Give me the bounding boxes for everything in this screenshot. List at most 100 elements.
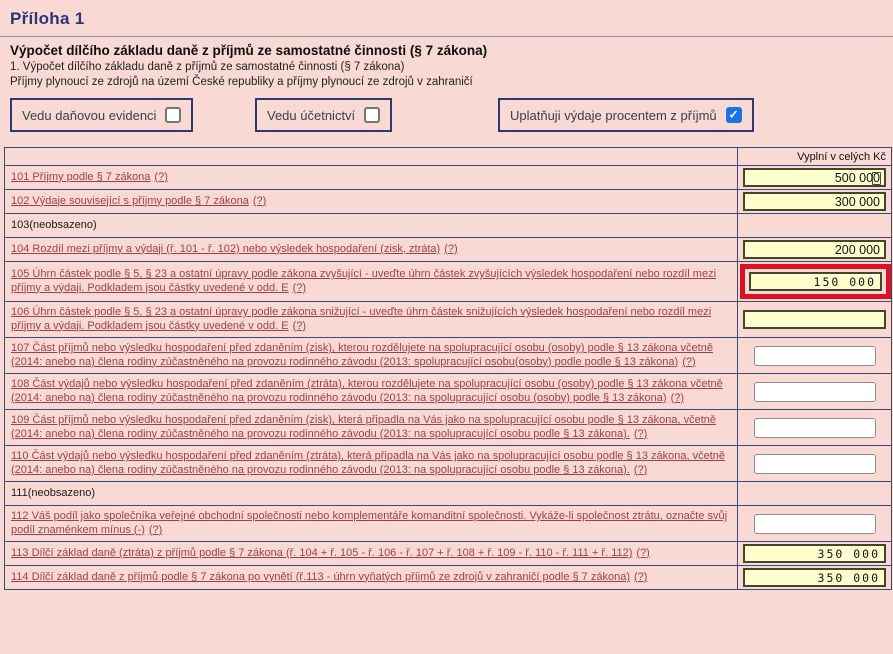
table-row: 102 Výdaje související s příjmy podle § … xyxy=(4,189,892,214)
row-106-description: 106 Úhrn částek podle § 5, § 23 a ostatn… xyxy=(4,301,738,338)
table-row: 111(neobsazeno) xyxy=(4,481,892,506)
row-111-amount-cell xyxy=(737,481,892,506)
row-109-amount-input[interactable] xyxy=(753,417,876,438)
table-row: 101 Příjmy podle § 7 zákona (?) 500 000 xyxy=(4,165,892,190)
row-101-amount-cell: 500 000 xyxy=(737,165,892,190)
row-112-help-link[interactable]: (?) xyxy=(148,523,163,536)
empty-header-cell xyxy=(4,147,738,166)
row-110-help-link[interactable]: (?) xyxy=(633,463,648,476)
row-113-help-link[interactable]: (?) xyxy=(636,546,650,559)
row-114-amount-value: 350 000 xyxy=(817,570,880,585)
checkbox-vydaje-procentem[interactable]: ✓ xyxy=(725,107,742,123)
row-101-help-link[interactable]: (?) xyxy=(154,170,168,183)
row-108-amount-input[interactable] xyxy=(753,381,876,402)
row-107-help-link[interactable]: (?) xyxy=(682,355,696,368)
table-row: 107 Část příjmů nebo výsledku hospodařen… xyxy=(4,337,892,374)
row-102-amount-cell: 300 000 xyxy=(737,189,892,214)
row-104-amount-value: 200 000 xyxy=(834,242,880,257)
row-108-description: 108 Část výdajů nebo výsledku hospodařen… xyxy=(4,373,738,410)
row-105-description: 105 Úhrn částek podle § 5, § 23 a ostatn… xyxy=(4,261,738,302)
row-101-amount-value: 500 000 xyxy=(834,170,880,185)
checkmark-icon: ✓ xyxy=(728,107,739,122)
row-110-amount-cell xyxy=(737,445,892,482)
checkbox-danova-evidence[interactable] xyxy=(165,107,182,123)
checkbox-label: Vedu daňovou evidenci xyxy=(22,107,157,123)
row-110-link[interactable]: 110 Část výdajů nebo výsledku hospodařen… xyxy=(11,450,726,476)
row-106-amount-cell xyxy=(737,301,892,338)
row-107-description: 107 Část příjmů nebo výsledku hospodařen… xyxy=(4,337,738,374)
row-103-amount-cell xyxy=(737,213,892,238)
row-110-description: 110 Část výdajů nebo výsledku hospodařen… xyxy=(4,445,738,482)
row-106-help-link[interactable]: (?) xyxy=(292,319,307,332)
row-112-link[interactable]: 112 Váš podíl jako společníka veřejné ob… xyxy=(11,510,728,536)
form-heading: Výpočet dílčího základu daně z příjmů ze… xyxy=(10,43,488,58)
table-row: 103(neobsazeno) xyxy=(4,213,892,238)
row-113-amount-cell: 350 000 xyxy=(737,541,892,566)
row-109-help-link[interactable]: (?) xyxy=(633,427,648,440)
row-114-link[interactable]: 114 Dílčí základ daně z příjmů podle § 7… xyxy=(11,570,630,583)
row-113-link[interactable]: 113 Dílčí základ daně (ztráta) z příjmů … xyxy=(11,546,633,559)
row-107-amount-cell xyxy=(737,337,892,374)
row-101-description: 101 Příjmy podle § 7 zákona (?) xyxy=(4,165,738,190)
row-106-link[interactable]: 106 Úhrn částek podle § 5, § 23 a ostatn… xyxy=(11,306,712,332)
row-114-amount-cell: 350 000 xyxy=(737,565,892,590)
form-table: Vyplní v celých Kč 101 Příjmy podle § 7 … xyxy=(4,147,892,590)
row-104-help-link[interactable]: (?) xyxy=(444,242,458,255)
row-109-link[interactable]: 109 Část příjmů nebo výsledku hospodařen… xyxy=(11,414,717,440)
checkbox-bar: Vedu daňovou evidenci Vedu účetnictví Up… xyxy=(10,98,883,138)
row-105-help-link[interactable]: (?) xyxy=(292,281,307,294)
red-highlight-box: 150 000 xyxy=(740,264,891,299)
table-row: 108 Část výdajů nebo výsledku hospodařen… xyxy=(4,373,892,410)
row-112-amount-cell xyxy=(737,505,892,542)
row-113-amount-input[interactable]: 350 000 xyxy=(743,544,886,563)
checkbox-ucetnictvi[interactable] xyxy=(364,107,381,123)
row-102-link[interactable]: 102 Výdaje související s příjmy podle § … xyxy=(11,194,249,207)
row-114-help-link[interactable]: (?) xyxy=(633,570,648,583)
row-107-amount-input[interactable] xyxy=(753,345,876,366)
row-103-description: 103(neobsazeno) xyxy=(4,213,738,238)
page-header: Příloha 1 xyxy=(0,0,893,36)
row-102-amount-input[interactable]: 300 000 xyxy=(743,192,886,211)
row-104-amount-input[interactable]: 200 000 xyxy=(743,240,886,259)
table-row: 109 Část příjmů nebo výsledku hospodařen… xyxy=(4,409,892,446)
row-111-description: 111(neobsazeno) xyxy=(4,481,738,506)
row-102-amount-value: 300 000 xyxy=(834,194,880,209)
row-101-amount-input[interactable]: 500 000 xyxy=(743,168,886,187)
row-113-description: 113 Dílčí základ daně (ztráta) z příjmů … xyxy=(4,541,738,566)
table-row: 112 Váš podíl jako společníka veřejné ob… xyxy=(4,505,892,542)
row-101-link[interactable]: 101 Příjmy podle § 7 zákona xyxy=(11,170,151,183)
row-108-link[interactable]: 108 Část výdajů nebo výsledku hospodařen… xyxy=(11,378,723,404)
row-105-amount-value: 150 000 xyxy=(813,274,876,289)
row-108-amount-cell xyxy=(737,373,892,410)
header-divider xyxy=(0,36,893,37)
checkbox-label: Vedu účetnictví xyxy=(267,107,356,123)
row-102-help-link[interactable]: (?) xyxy=(252,194,267,207)
page-title: Příloha 1 xyxy=(10,9,85,28)
row-106-amount-input[interactable] xyxy=(743,310,886,329)
table-row: 104 Rozdíl mezi příjmy a výdaji (ř. 101 … xyxy=(4,237,892,262)
form-subheading-1: 1. Výpočet dílčího základu daně z příjmů… xyxy=(10,61,405,73)
row-104-link[interactable]: 104 Rozdíl mezi příjmy a výdaji (ř. 101 … xyxy=(11,242,441,255)
row-104-amount-cell: 200 000 xyxy=(737,237,892,262)
row-114-description: 114 Dílčí základ daně z příjmů podle § 7… xyxy=(4,565,738,590)
table-row: 113 Dílčí základ daně (ztráta) z příjmů … xyxy=(4,541,892,566)
row-105-amount-input[interactable]: 150 000 xyxy=(749,272,882,291)
table-row: 110 Část výdajů nebo výsledku hospodařen… xyxy=(4,445,892,482)
row-113-amount-value: 350 000 xyxy=(817,546,880,561)
row-108-help-link[interactable]: (?) xyxy=(670,391,685,404)
checkbox-label: Uplatňuji výdaje procentem z příjmů xyxy=(510,107,717,123)
row-104-description: 104 Rozdíl mezi příjmy a výdaji (ř. 101 … xyxy=(4,237,738,262)
row-102-description: 102 Výdaje související s příjmy podle § … xyxy=(4,189,738,214)
row-105-link[interactable]: 105 Úhrn částek podle § 5, § 23 a ostatn… xyxy=(11,268,717,294)
intro-section: Výpočet dílčího základu daně z příjmů ze… xyxy=(0,37,893,90)
amount-column-header: Vyplní v celých Kč xyxy=(737,147,892,166)
row-114-amount-input[interactable]: 350 000 xyxy=(743,568,886,587)
table-row: 105 Úhrn částek podle § 5, § 23 a ostatn… xyxy=(4,261,892,302)
table-header-row: Vyplní v celých Kč xyxy=(4,147,892,166)
row-105-amount-cell: 150 000 xyxy=(737,261,892,302)
row-107-link[interactable]: 107 Část příjmů nebo výsledku hospodařen… xyxy=(11,342,713,368)
checkbox-group-danova-evidence: Vedu daňovou evidenci xyxy=(10,98,194,132)
text-cursor xyxy=(872,172,881,185)
row-112-amount-input[interactable] xyxy=(753,513,876,534)
row-110-amount-input[interactable] xyxy=(753,453,876,474)
